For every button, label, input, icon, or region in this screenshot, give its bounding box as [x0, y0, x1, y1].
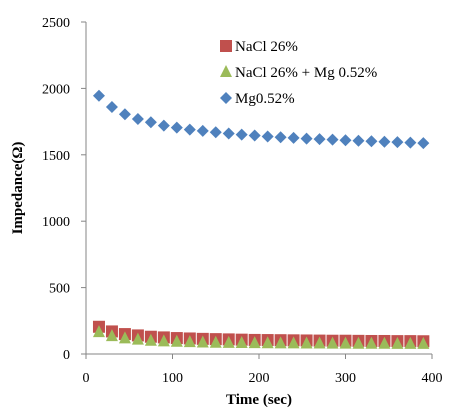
data-point — [222, 335, 235, 348]
data-point — [248, 129, 261, 142]
data-point — [105, 329, 118, 342]
x-tick-label: 300 — [335, 371, 356, 386]
data-point — [404, 136, 417, 149]
data-point — [170, 121, 183, 134]
data-point — [287, 336, 300, 349]
y-tick-label: 2000 — [42, 82, 70, 97]
data-point — [222, 127, 235, 140]
legend-marker — [220, 92, 232, 104]
data-point — [235, 335, 248, 348]
legend-label: Mg0.52% — [235, 91, 295, 107]
data-point — [157, 119, 170, 132]
data-point — [300, 132, 313, 145]
data-point — [339, 336, 352, 349]
data-point — [183, 335, 196, 348]
data-point — [144, 333, 157, 346]
data-point — [365, 336, 378, 349]
data-point — [300, 336, 313, 349]
data-point — [131, 112, 144, 125]
legend-marker — [220, 40, 232, 52]
legend: NaCl 26% NaCl 26% + Mg 0.52% Mg0.52% — [220, 39, 377, 107]
data-point — [248, 336, 261, 349]
data-point — [352, 336, 365, 349]
y-tick-label: 0 — [63, 348, 70, 363]
legend-marker — [220, 65, 232, 77]
x-tick-label: 0 — [83, 371, 90, 386]
data-point — [209, 126, 222, 139]
data-point — [157, 334, 170, 347]
data-point — [378, 135, 391, 148]
data-point — [352, 134, 365, 147]
y-tick-label: 500 — [49, 282, 70, 297]
y-tick-label: 1000 — [42, 215, 70, 230]
x-tick-label: 200 — [249, 371, 270, 386]
legend-label: NaCl 26% — [235, 39, 298, 55]
data-point — [196, 124, 209, 137]
data-point — [391, 336, 404, 349]
y-tick-label: 1500 — [42, 149, 70, 164]
legend-label: NaCl 26% + Mg 0.52% — [235, 65, 377, 81]
data-point — [391, 136, 404, 149]
data-point — [235, 128, 248, 141]
data-point — [209, 335, 222, 348]
data-point — [118, 108, 131, 121]
data-point — [170, 334, 183, 347]
data-point — [274, 131, 287, 144]
data-point — [378, 336, 391, 349]
data-point — [92, 325, 105, 338]
data-point — [417, 336, 430, 349]
data-point — [196, 335, 209, 348]
y-tick-label: 2500 — [42, 16, 70, 31]
x-tick-label: 400 — [422, 371, 443, 386]
data-point — [261, 336, 274, 349]
data-point — [313, 336, 326, 349]
data-marks — [92, 89, 430, 349]
data-point — [287, 131, 300, 144]
data-point — [339, 134, 352, 147]
data-point — [326, 133, 339, 146]
tick-labels: 0 500 1000 1500 2000 2500 0 100 200 300 400 — [42, 16, 443, 386]
data-point — [105, 100, 118, 113]
data-point — [313, 133, 326, 146]
data-point — [404, 336, 417, 349]
data-point — [92, 89, 105, 102]
data-point — [326, 336, 339, 349]
data-point — [131, 332, 144, 345]
x-tick-label: 100 — [162, 371, 183, 386]
data-point — [274, 336, 287, 349]
data-point — [144, 116, 157, 129]
y-axis-title: Impedance(Ω) — [10, 142, 26, 235]
x-axis-title: Time (sec) — [226, 392, 292, 408]
data-point — [183, 123, 196, 136]
data-point — [365, 135, 378, 148]
data-point — [118, 331, 131, 344]
data-point — [261, 130, 274, 143]
data-point — [417, 137, 430, 150]
